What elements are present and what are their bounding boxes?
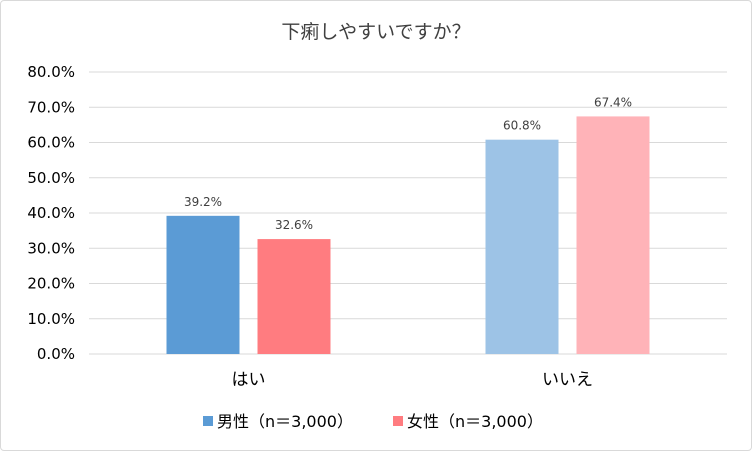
legend-label: 男性（n＝3,000） — [217, 412, 353, 431]
legend-swatch — [393, 416, 403, 426]
y-tick-label: 70.0% — [27, 98, 75, 116]
bar-0-0 — [166, 215, 240, 354]
y-tick-label: 20.0% — [27, 275, 75, 293]
bar-1-1 — [576, 116, 650, 354]
data-label: 60.8% — [503, 119, 541, 133]
legend-label: 女性（n＝3,000） — [407, 412, 543, 431]
bar-1-0 — [485, 139, 559, 354]
x-axis-categories: はい いいえ — [232, 370, 594, 390]
y-tick-label: 40.0% — [27, 204, 75, 222]
y-tick-label: 80.0% — [27, 63, 75, 81]
data-label: 39.2% — [184, 195, 222, 209]
category-label: はい — [232, 370, 266, 390]
chart-title: 下痢しやすいですか？ — [281, 21, 470, 43]
legend-swatch — [203, 416, 213, 426]
y-tick-label: 10.0% — [27, 310, 75, 328]
category-label: いいえ — [542, 370, 593, 390]
data-label: 32.6% — [275, 218, 313, 232]
data-label: 67.4% — [594, 95, 632, 109]
y-tick-label: 0.0% — [37, 345, 75, 363]
bar-0-1 — [257, 239, 331, 354]
y-tick-label: 30.0% — [27, 239, 75, 257]
y-axis-ticks: 0.0% 10.0% 20.0% 30.0% 40.0% 50.0% 60.0% 70.0% 8… — [27, 63, 75, 363]
y-tick-label: 50.0% — [27, 169, 75, 187]
y-tick-label: 60.0% — [27, 134, 75, 152]
legend: 男性（n＝3,000） 女性（n＝3,000） — [203, 412, 543, 431]
bars: 39.2% 32.6% 60.8% 67.4% — [166, 95, 650, 354]
